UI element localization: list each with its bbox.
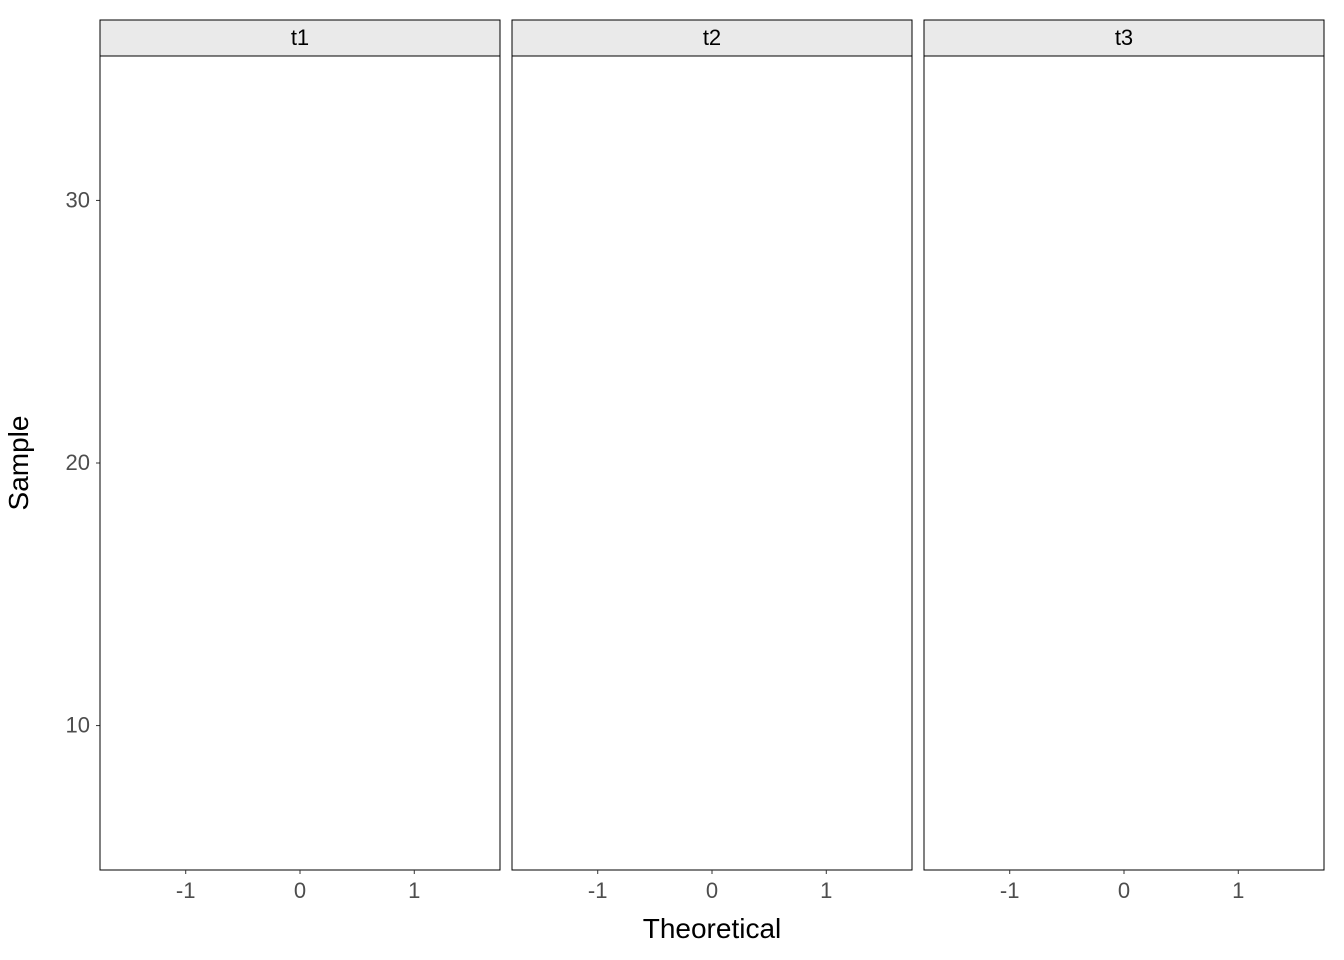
facet-label: t1 xyxy=(291,25,309,50)
x-tick-label: 1 xyxy=(820,878,832,903)
y-tick-label: 10 xyxy=(66,713,90,738)
x-tick-label: 1 xyxy=(408,878,420,903)
qq-facet-chart: Sample Theoretical 10 20 30 t1 -1 0 1 t2 -1 0 1 t3 -1 0… xyxy=(0,0,1344,960)
y-tick-label: 30 xyxy=(66,187,90,212)
x-tick-label: -1 xyxy=(176,878,196,903)
y-axis-title: Sample xyxy=(3,416,34,511)
chart-svg: Sample Theoretical 10 20 30 t1 -1 0 1 t2 -1 0 1 t3 -1 0… xyxy=(0,0,1344,960)
y-tick-label: 20 xyxy=(66,450,90,475)
x-tick-label: 0 xyxy=(706,878,718,903)
x-axis-title: Theoretical xyxy=(643,913,782,944)
x-tick-label: -1 xyxy=(1000,878,1020,903)
x-tick-label: -1 xyxy=(588,878,608,903)
facet-label: t2 xyxy=(703,25,721,50)
facet-label: t3 xyxy=(1115,25,1133,50)
x-tick-label: 0 xyxy=(1118,878,1130,903)
x-tick-label: 1 xyxy=(1232,878,1244,903)
x-tick-label: 0 xyxy=(294,878,306,903)
